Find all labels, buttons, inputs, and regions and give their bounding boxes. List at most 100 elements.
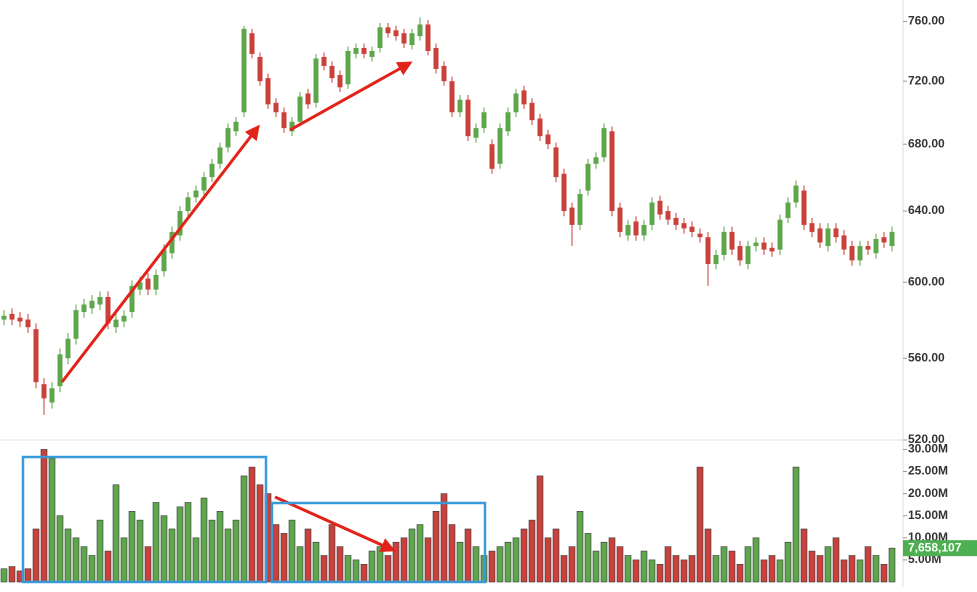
volume-bar bbox=[792, 466, 800, 583]
candle-body bbox=[201, 177, 207, 191]
candle-body bbox=[425, 24, 431, 51]
candle-body bbox=[609, 131, 615, 212]
volume-bar bbox=[496, 546, 504, 583]
volume-bar bbox=[320, 555, 328, 583]
y-tick-label: 560.00 bbox=[908, 350, 945, 364]
volume-bar bbox=[760, 559, 768, 583]
candle-body bbox=[193, 190, 199, 198]
volume-bar bbox=[848, 555, 856, 583]
candle-body bbox=[473, 128, 479, 138]
volume-bar bbox=[536, 475, 544, 583]
candle-body bbox=[497, 128, 503, 164]
y-tick-label: 760.00 bbox=[908, 14, 945, 28]
volume-bar bbox=[176, 506, 184, 583]
candle-body bbox=[801, 190, 807, 225]
candle-body bbox=[465, 99, 471, 137]
volume-bar bbox=[784, 541, 792, 583]
volume-bar bbox=[8, 566, 16, 583]
candle-body bbox=[721, 231, 727, 255]
volume-bar bbox=[240, 475, 248, 583]
volume-bar bbox=[168, 528, 176, 583]
candle-body bbox=[729, 231, 735, 250]
volume-bar bbox=[688, 555, 696, 583]
candle-body bbox=[681, 223, 687, 229]
volume-bar bbox=[392, 541, 400, 583]
candle-body bbox=[241, 28, 247, 113]
volume-bar bbox=[856, 559, 864, 583]
candle-body bbox=[257, 56, 263, 82]
volume-bar bbox=[632, 559, 640, 583]
candle-body bbox=[17, 317, 23, 322]
candle-body bbox=[209, 163, 215, 178]
volume-bar bbox=[640, 550, 648, 583]
volume-bar bbox=[456, 541, 464, 583]
candle-body bbox=[345, 50, 351, 85]
volume-bar bbox=[720, 546, 728, 583]
candle-body bbox=[841, 235, 847, 250]
volume-bar bbox=[752, 537, 760, 583]
volume-bar bbox=[776, 559, 784, 583]
last-volume-label: 7,658,107 bbox=[908, 540, 962, 554]
candle-body bbox=[313, 58, 319, 103]
volume-tick-label: 15.00M bbox=[908, 508, 948, 522]
candle-body bbox=[41, 384, 47, 399]
candle-body bbox=[537, 118, 543, 137]
volume-bar bbox=[416, 524, 424, 583]
volume-bar bbox=[888, 547, 896, 583]
candle-body bbox=[665, 211, 671, 220]
volume-bar bbox=[152, 502, 160, 583]
candle-body bbox=[825, 228, 831, 247]
volume-bar bbox=[368, 550, 376, 583]
candle-body bbox=[633, 221, 639, 236]
volume-bar bbox=[120, 537, 128, 583]
candle-body bbox=[865, 246, 871, 250]
candle-body bbox=[809, 223, 815, 232]
volume-bar bbox=[296, 546, 304, 583]
volume-bar bbox=[544, 537, 552, 583]
volume-bar bbox=[800, 528, 808, 583]
volume-bar bbox=[128, 510, 136, 583]
volume-bar bbox=[576, 510, 584, 583]
volume-bar bbox=[24, 568, 32, 583]
volume-bar bbox=[656, 564, 664, 583]
volume-bar bbox=[808, 550, 816, 583]
candle-body bbox=[145, 278, 151, 290]
candle-body bbox=[65, 338, 71, 359]
candle-body bbox=[161, 249, 167, 272]
candle-body bbox=[777, 219, 783, 250]
candle-body bbox=[785, 202, 791, 218]
volume-bar bbox=[304, 528, 312, 583]
volume-bar bbox=[712, 555, 720, 583]
candle-body bbox=[297, 96, 303, 122]
candle-body bbox=[593, 157, 599, 164]
volume-bar bbox=[424, 537, 432, 583]
volume-bar bbox=[816, 555, 824, 583]
candle-body bbox=[129, 285, 135, 313]
candle-body bbox=[49, 388, 55, 403]
candle-body bbox=[225, 128, 231, 148]
volume-bar bbox=[40, 449, 48, 583]
volume-bar bbox=[272, 524, 280, 583]
y-tick-label: 720.00 bbox=[908, 73, 945, 87]
candle-body bbox=[273, 102, 279, 113]
candle-body bbox=[401, 33, 407, 44]
candle-body bbox=[121, 315, 127, 322]
volume-bar bbox=[472, 546, 480, 583]
volume-bar bbox=[32, 528, 40, 583]
volume-bar bbox=[864, 546, 872, 583]
candle-body bbox=[617, 207, 623, 232]
volume-bar bbox=[592, 550, 600, 583]
volume-bar bbox=[560, 555, 568, 583]
candle-body bbox=[417, 24, 423, 37]
candle-body bbox=[833, 228, 839, 238]
volume-tick-label: 20.00M bbox=[908, 486, 948, 500]
volume-bar bbox=[184, 502, 192, 583]
candle-body bbox=[753, 242, 759, 247]
volume-bar bbox=[648, 559, 656, 583]
candle-body bbox=[793, 185, 799, 203]
candle-body bbox=[569, 207, 575, 225]
volume-bar bbox=[616, 546, 624, 583]
candle-body bbox=[561, 173, 567, 212]
volume-bar bbox=[872, 555, 880, 583]
volume-bar bbox=[528, 519, 536, 583]
